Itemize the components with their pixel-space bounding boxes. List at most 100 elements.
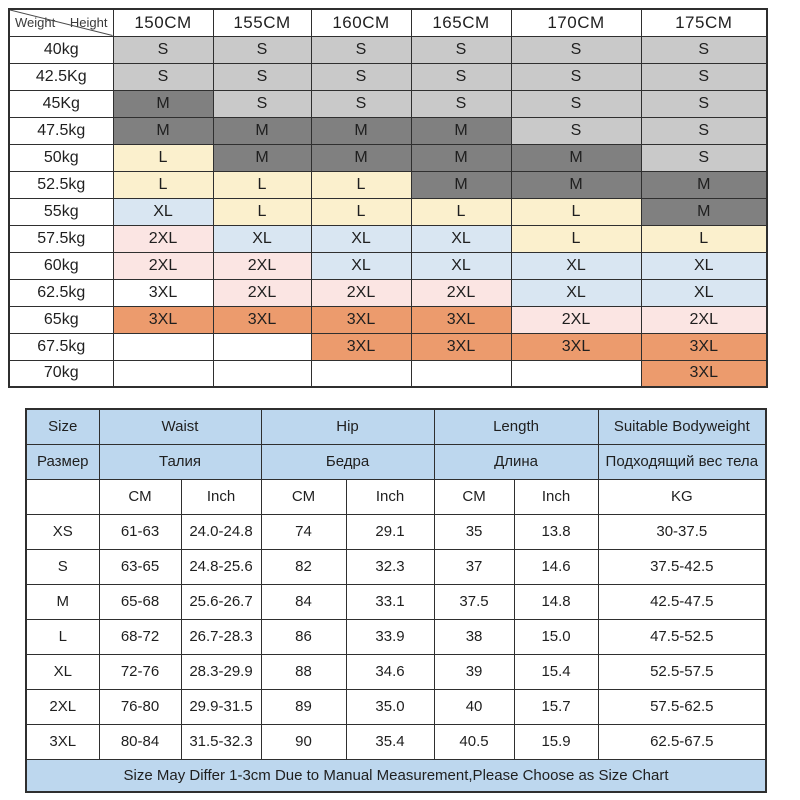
weight-height-corner-cell: Weight Height	[8, 8, 114, 37]
measure-length-cm-cell: 37	[433, 548, 515, 585]
hip-header-ru: Бедра	[260, 443, 435, 480]
size-cell: S	[510, 116, 642, 145]
measure-length-inch-cell: 15.0	[513, 618, 599, 655]
hip-inch-unit: Inch	[345, 478, 435, 515]
size-cell: S	[112, 35, 214, 64]
size-cell: 3XL	[112, 305, 214, 334]
size-cell: S	[410, 62, 512, 91]
measure-hip-cm-cell: 84	[260, 583, 347, 620]
size-cell: 3XL	[410, 305, 512, 334]
height-header: 150CM	[112, 8, 214, 37]
measure-length-inch-cell: 15.9	[513, 723, 599, 760]
size-cell: L	[112, 143, 214, 172]
weight-label: 52.5kg	[8, 170, 114, 199]
height-header-row: Weight Height 150CM 155CM 160CM 165CM 170CM 1…	[8, 8, 768, 37]
measure-footer-row: Size May Differ 1-3cm Due to Manual Meas…	[25, 758, 767, 793]
measure-waist-inch-cell: 24.8-25.6	[180, 548, 262, 585]
kg-unit: KG	[597, 478, 767, 515]
size-cell: L	[510, 224, 642, 253]
measure-length-cm-cell: 40.5	[433, 723, 515, 760]
measure-waist-cm-cell: 61-63	[98, 513, 182, 550]
size-cell: M	[212, 143, 312, 172]
size-cell: XL	[640, 278, 768, 307]
size-matrix-body: 40kg S S S S S S 42.5Kg S S S S S S 45Kg M S S S S S 47.5kg M M…	[8, 35, 768, 388]
size-cell: L	[112, 170, 214, 199]
measure-waist-cm-cell: 80-84	[98, 723, 182, 760]
size-cell: 2XL	[510, 305, 642, 334]
size-cell: S	[212, 89, 312, 118]
measure-length-cm-cell: 40	[433, 688, 515, 725]
size-cell: 2XL	[410, 278, 512, 307]
size-cell: 3XL	[310, 332, 412, 361]
size-cell	[510, 359, 642, 388]
measure-waist-inch-cell: 26.7-28.3	[180, 618, 262, 655]
size-cell: 3XL	[112, 278, 214, 307]
measure-waist-inch-cell: 28.3-29.9	[180, 653, 262, 690]
size-matrix-row: 45Kg M S S S S S	[8, 89, 768, 118]
measure-kg-cell: 57.5-62.5	[597, 688, 767, 725]
measure-size-cell: L	[25, 618, 100, 655]
size-cell: L	[310, 170, 412, 199]
hip-cm-unit: CM	[260, 478, 347, 515]
size-cell: S	[310, 35, 412, 64]
measurements-table: Size Waist Hip Length Suitable Bodyweigh…	[25, 408, 768, 793]
size-cell: S	[640, 62, 768, 91]
waist-header-ru: Талия	[98, 443, 262, 480]
measure-row: 3XL 80-84 31.5-32.3 90 35.4 40.5 15.9 62.5-67.5	[25, 723, 767, 760]
size-cell: 2XL	[310, 278, 412, 307]
size-cell: XL	[410, 251, 512, 280]
measure-hip-inch-cell: 33.1	[345, 583, 435, 620]
measure-hip-inch-cell: 29.1	[345, 513, 435, 550]
size-matrix-row: 62.5kg 3XL 2XL 2XL 2XL XL XL	[8, 278, 768, 307]
measure-length-inch-cell: 15.7	[513, 688, 599, 725]
size-cell	[310, 359, 412, 388]
size-cell: 2XL	[212, 251, 312, 280]
size-matrix-row: 60kg 2XL 2XL XL XL XL XL	[8, 251, 768, 280]
measure-unit-row: CM Inch CM Inch CM Inch KG	[25, 478, 767, 515]
measure-header-russian-row: Размер Талия Бедра Длина Подходящий вес …	[25, 443, 767, 480]
diagonal-divider-line	[10, 10, 113, 36]
size-cell: XL	[310, 224, 412, 253]
measure-hip-cm-cell: 88	[260, 653, 347, 690]
weight-label: 65kg	[8, 305, 114, 334]
size-cell: M	[212, 116, 312, 145]
size-cell: XL	[410, 224, 512, 253]
measure-hip-cm-cell: 86	[260, 618, 347, 655]
size-cell: 3XL	[510, 332, 642, 361]
size-cell: 3XL	[410, 332, 512, 361]
measure-size-cell: M	[25, 583, 100, 620]
length-header-en: Length	[433, 408, 599, 445]
bodyweight-header-ru: Подходящий вес тела	[597, 443, 767, 480]
measure-kg-cell: 42.5-47.5	[597, 583, 767, 620]
measure-hip-inch-cell: 33.9	[345, 618, 435, 655]
measure-hip-inch-cell: 32.3	[345, 548, 435, 585]
measure-kg-cell: 52.5-57.5	[597, 653, 767, 690]
size-cell: S	[640, 35, 768, 64]
weight-label: 50kg	[8, 143, 114, 172]
size-cell: M	[640, 197, 768, 226]
size-cell: S	[212, 62, 312, 91]
waist-header-en: Waist	[98, 408, 262, 445]
size-cell: M	[112, 116, 214, 145]
weight-label: 40kg	[8, 35, 114, 64]
size-cell: S	[212, 35, 312, 64]
measure-row: M 65-68 25.6-26.7 84 33.1 37.5 14.8 42.5-47.5	[25, 583, 767, 620]
weight-label: 55kg	[8, 197, 114, 226]
measure-waist-inch-cell: 31.5-32.3	[180, 723, 262, 760]
size-cell: L	[310, 197, 412, 226]
measure-waist-cm-cell: 68-72	[98, 618, 182, 655]
size-matrix-row: 50kg L M M M M S	[8, 143, 768, 172]
measure-length-inch-cell: 15.4	[513, 653, 599, 690]
height-header: 170CM	[510, 8, 642, 37]
measure-length-cm-cell: 35	[433, 513, 515, 550]
measure-hip-cm-cell: 90	[260, 723, 347, 760]
waist-inch-unit: Inch	[180, 478, 262, 515]
size-header-ru: Размер	[25, 443, 100, 480]
size-cell	[112, 359, 214, 388]
size-matrix-row: 55kg XL L L L L M	[8, 197, 768, 226]
measure-size-cell: XS	[25, 513, 100, 550]
size-cell: XL	[640, 251, 768, 280]
size-matrix-row: 47.5kg M M M M S S	[8, 116, 768, 145]
hip-header-en: Hip	[260, 408, 435, 445]
measure-waist-cm-cell: 76-80	[98, 688, 182, 725]
